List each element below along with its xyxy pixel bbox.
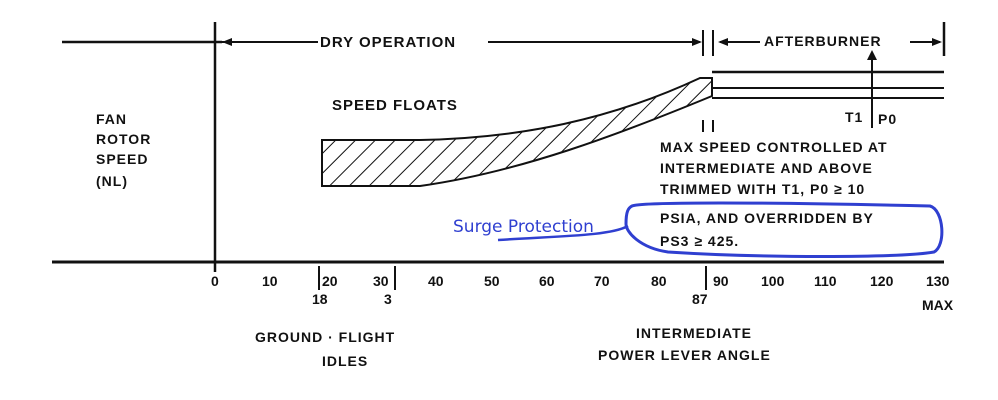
note-line-3: TRIMMED WITH T1, P0 ≥ 10 — [660, 181, 865, 197]
p0-label: P0 — [878, 111, 897, 127]
dry-operation-label: DRY OPERATION — [320, 34, 456, 51]
tick-70: 70 — [594, 273, 610, 289]
sub-tick-3: 3 — [384, 291, 392, 307]
dry-arrow-left-head — [222, 38, 232, 46]
speed-floats-label: SPEED FLOATS — [332, 97, 458, 114]
tick-60: 60 — [539, 273, 555, 289]
tick-40: 40 — [428, 273, 444, 289]
afterburner-arrow-left-head — [718, 38, 728, 46]
y-label-line-1: FAN — [96, 111, 127, 127]
tick-0: 0 — [211, 273, 219, 289]
note-line-2: INTERMEDIATE AND ABOVE — [660, 160, 873, 176]
tick-120: 120 — [870, 273, 894, 289]
surge-protection-pointer — [497, 224, 629, 242]
afterburner-arrow-right-head — [932, 38, 942, 46]
surge-protection-label: Surge Protection — [453, 217, 594, 237]
y-label-line-4: (NL) — [96, 173, 128, 189]
max-label: MAX — [922, 297, 954, 313]
t1-p0-arrow-head — [867, 50, 877, 60]
tick-10: 10 — [262, 273, 278, 289]
speed-floats-region — [321, 77, 713, 187]
sub-tick-18: 18 — [312, 291, 328, 307]
t1-label: T1 — [845, 109, 863, 125]
note-line-4: PSIA, AND OVERRIDDEN BY — [660, 210, 874, 226]
tick-30: 30 — [373, 273, 389, 289]
tick-80: 80 — [651, 273, 667, 289]
intermediate-label: INTERMEDIATE — [636, 325, 752, 341]
afterburner-label: AFTERBURNER — [764, 33, 882, 49]
y-label-line-2: ROTOR — [96, 131, 151, 147]
tick-100: 100 — [761, 273, 785, 289]
note-line-5: PS3 ≥ 425. — [660, 233, 739, 249]
note-line-1: MAX SPEED CONTROLLED AT — [660, 139, 888, 155]
idles-label: IDLES — [322, 353, 368, 369]
tick-90: 90 — [713, 273, 729, 289]
tick-130: 130 — [926, 273, 950, 289]
tick-110: 110 — [814, 273, 837, 289]
dry-arrow-right-head — [692, 38, 702, 46]
y-label-line-3: SPEED — [96, 151, 148, 167]
tick-20: 20 — [322, 273, 338, 289]
tick-50: 50 — [484, 273, 500, 289]
power-lever-angle-label: POWER LEVER ANGLE — [598, 347, 771, 363]
sub-tick-87: 87 — [692, 291, 708, 307]
ground-flight-label: GROUND · FLIGHT — [255, 329, 395, 345]
